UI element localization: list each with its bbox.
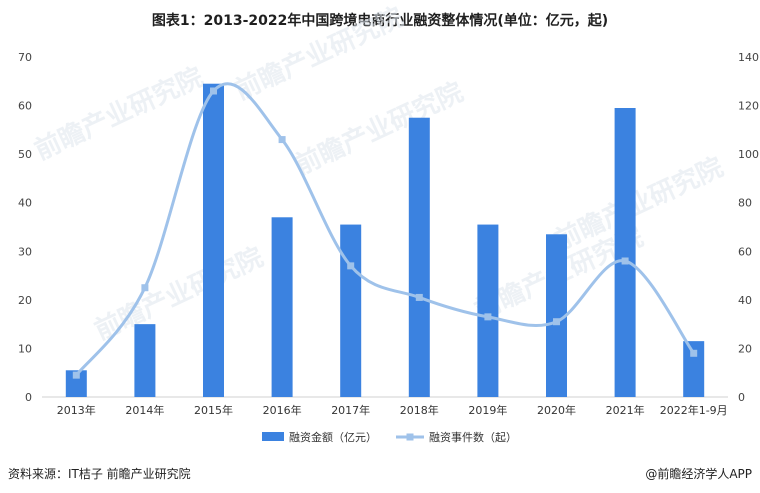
x-tick-label: 2019年 bbox=[468, 403, 507, 417]
line-point bbox=[621, 257, 629, 265]
line-path bbox=[75, 82, 695, 377]
y-right-tick-label: 60 bbox=[738, 245, 752, 258]
y-right-tick-label: 80 bbox=[738, 197, 752, 210]
x-tick-label: 2020年 bbox=[537, 403, 576, 417]
x-tick-label: 2013年 bbox=[57, 403, 96, 417]
legend-line-marker bbox=[406, 433, 414, 441]
bar bbox=[134, 324, 156, 397]
watermark-text: 前瞻产业研究院 bbox=[230, 1, 408, 106]
line-point bbox=[484, 313, 492, 321]
legend-bar-swatch bbox=[262, 432, 284, 441]
x-tick-label: 2015年 bbox=[194, 403, 233, 417]
y-right-tick-label: 20 bbox=[738, 342, 752, 355]
x-tick-label: 2018年 bbox=[400, 403, 439, 417]
axes: 0 10 20 30 40 50 60 70 0 20 40 60 80 100 120 140 2013年 20… bbox=[18, 51, 759, 417]
y-left-tick-label: 10 bbox=[18, 342, 32, 355]
bar bbox=[614, 108, 636, 397]
line-point bbox=[415, 293, 423, 301]
y-left-tick-label: 30 bbox=[18, 245, 32, 258]
bar-series bbox=[65, 83, 705, 397]
bar bbox=[408, 117, 430, 397]
line-point bbox=[141, 284, 149, 292]
y-right-tick-label: 120 bbox=[738, 100, 759, 113]
y-left-tick-label: 60 bbox=[18, 100, 32, 113]
line-point bbox=[690, 349, 698, 357]
bar bbox=[340, 224, 362, 397]
x-tick-label: 2021年 bbox=[606, 403, 645, 417]
bar bbox=[203, 83, 224, 397]
line-point bbox=[72, 371, 80, 379]
x-tick-label: 2014年 bbox=[125, 403, 164, 417]
chart-title: 图表1：2013-2022年中国跨境电商行业融资整体情况(单位：亿元，起) bbox=[151, 13, 609, 29]
x-tick-label: 2022年1-9月 bbox=[660, 403, 728, 417]
bar bbox=[477, 224, 499, 397]
bar bbox=[65, 370, 87, 397]
x-tick-label: 2017年 bbox=[331, 403, 370, 417]
bar bbox=[546, 234, 567, 397]
y-right-tick-label: 100 bbox=[738, 148, 759, 161]
bar bbox=[683, 341, 705, 397]
y-left-tick-label: 20 bbox=[18, 294, 32, 307]
line-point bbox=[347, 262, 355, 270]
line-point bbox=[278, 136, 286, 144]
y-right-tick-label: 40 bbox=[738, 294, 752, 307]
legend-bar-label: 融资金额（亿元） bbox=[289, 430, 377, 444]
line-point bbox=[210, 87, 217, 95]
line-series bbox=[72, 82, 698, 379]
y-right-tick-label: 140 bbox=[738, 51, 759, 64]
brand-note: @前瞻经济学人APP bbox=[645, 467, 752, 481]
watermark-text: 前瞻产业研究院 bbox=[30, 61, 208, 166]
x-tick-label: 2016年 bbox=[263, 403, 302, 417]
watermark-text: 前瞻产业研究院 bbox=[290, 76, 468, 181]
source-note: 资料来源：IT桔子 前瞻产业研究院 bbox=[8, 467, 191, 481]
y-left-tick-label: 0 bbox=[25, 391, 32, 404]
y-left-tick-label: 50 bbox=[18, 148, 32, 161]
y-left-tick-label: 40 bbox=[18, 197, 32, 210]
bar bbox=[271, 217, 293, 397]
legend-line-label: 融资事件数（起） bbox=[429, 431, 517, 444]
y-left-tick-label: 70 bbox=[18, 51, 32, 64]
legend: 融资金额（亿元） 融资事件数（起） bbox=[262, 430, 517, 444]
y-right-tick-label: 0 bbox=[738, 391, 745, 404]
line-point bbox=[553, 318, 560, 326]
